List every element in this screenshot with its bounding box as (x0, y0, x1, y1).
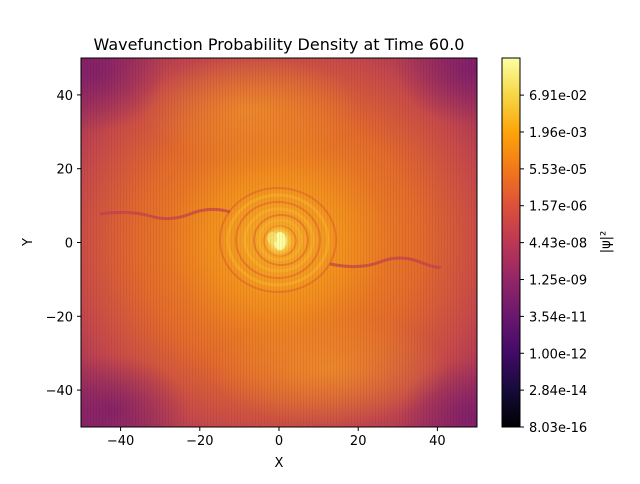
colorbar-tick-label: 1.00e-12 (529, 347, 587, 362)
x-tick-label: 20 (350, 434, 367, 449)
colorbar-tick-label: 1.57e-06 (529, 200, 587, 215)
x-tick-label: 0 (275, 434, 283, 449)
colorbar-ticks: 8.03e-16 2.84e-14 1.00e-12 3.54e-11 1.25e-09… (520, 89, 587, 436)
x-tick-label: −20 (186, 434, 213, 449)
heatmap-image (81, 58, 477, 427)
colorbar-tick-label: 2.84e-14 (529, 384, 587, 399)
y-tick-label: −40 (46, 384, 73, 399)
colorbar-tick-label: 3.54e-11 (529, 310, 587, 325)
y-axis: 40 20 0 −20 −40 (46, 89, 81, 399)
colorbar-tick-label: 1.96e-03 (529, 126, 587, 141)
colorbar-tick-label: 6.91e-02 (529, 89, 587, 104)
y-tick-label: 20 (56, 163, 73, 178)
colorbar-tick-label: 4.43e-08 (529, 237, 587, 252)
y-axis-label: Y (21, 238, 36, 247)
x-axis: −40 −20 0 20 40 (107, 427, 446, 449)
x-tick-label: −40 (107, 434, 134, 449)
y-tick-label: 0 (65, 237, 73, 252)
y-tick-label: −20 (46, 310, 73, 325)
colorbar-tick-label: 1.25e-09 (529, 274, 587, 289)
colorbar-tick-label: 8.03e-16 (529, 421, 587, 436)
colorbar-tick-label: 5.53e-05 (529, 163, 587, 178)
colorbar (501, 57, 521, 428)
chart-title: Wavefunction Probability Density at Time… (94, 35, 465, 54)
x-axis-label: X (275, 456, 284, 471)
y-tick-label: 40 (56, 89, 73, 104)
x-tick-label: 40 (429, 434, 446, 449)
colorbar-label: |ψ|² (599, 231, 614, 254)
